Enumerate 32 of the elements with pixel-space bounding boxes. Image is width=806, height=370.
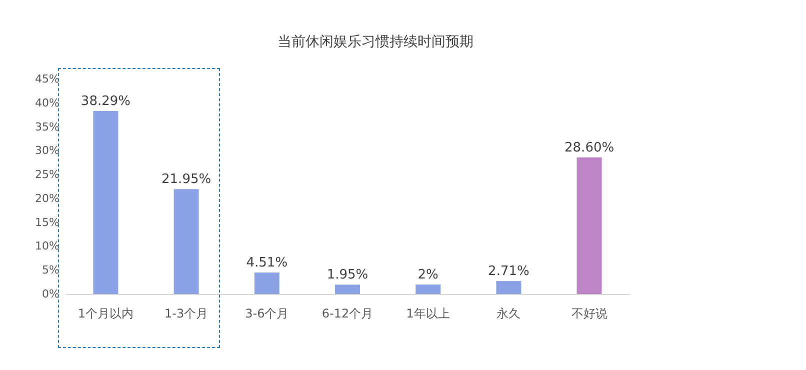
x-tick-label: 6-12个月 [322, 306, 374, 320]
data-label: 1.95% [326, 268, 368, 283]
data-label: 2% [418, 267, 438, 282]
x-tick-label: 1年以上 [406, 306, 450, 320]
bar [496, 281, 522, 294]
y-tick-label: 40% [35, 96, 60, 110]
y-tick-label: 35% [35, 120, 60, 134]
x-tick-label: 不好说 [571, 306, 608, 320]
y-tick-label: 20% [35, 192, 60, 205]
x-tick-label: 1-3个月 [164, 306, 208, 320]
y-tick-label: 0% [42, 288, 60, 300]
y-tick-label: 5% [42, 264, 60, 277]
y-tick-label: 30% [35, 144, 60, 158]
y-tick-label: 25% [35, 168, 60, 182]
y-tick-label: 15% [35, 216, 60, 229]
bar [416, 284, 441, 294]
data-label: 2.71% [488, 264, 530, 280]
bar [174, 189, 199, 294]
bar [335, 284, 360, 294]
data-label: 21.95% [162, 172, 212, 188]
data-label: 28.60% [564, 140, 614, 156]
x-tick-label: 3-6个月 [245, 306, 289, 320]
x-tick-label: 永久 [496, 306, 521, 320]
chart-title: 当前休闲娱乐习惯持续时间预期 [278, 34, 474, 50]
bar [576, 157, 602, 294]
bar [93, 111, 118, 294]
y-tick-label: 10% [35, 240, 60, 253]
data-label: 38.29% [80, 94, 130, 110]
x-tick-label: 1个月以内 [78, 306, 134, 320]
bar [254, 272, 280, 294]
data-label: 4.51% [246, 255, 288, 270]
y-tick-label: 45% [35, 72, 60, 86]
